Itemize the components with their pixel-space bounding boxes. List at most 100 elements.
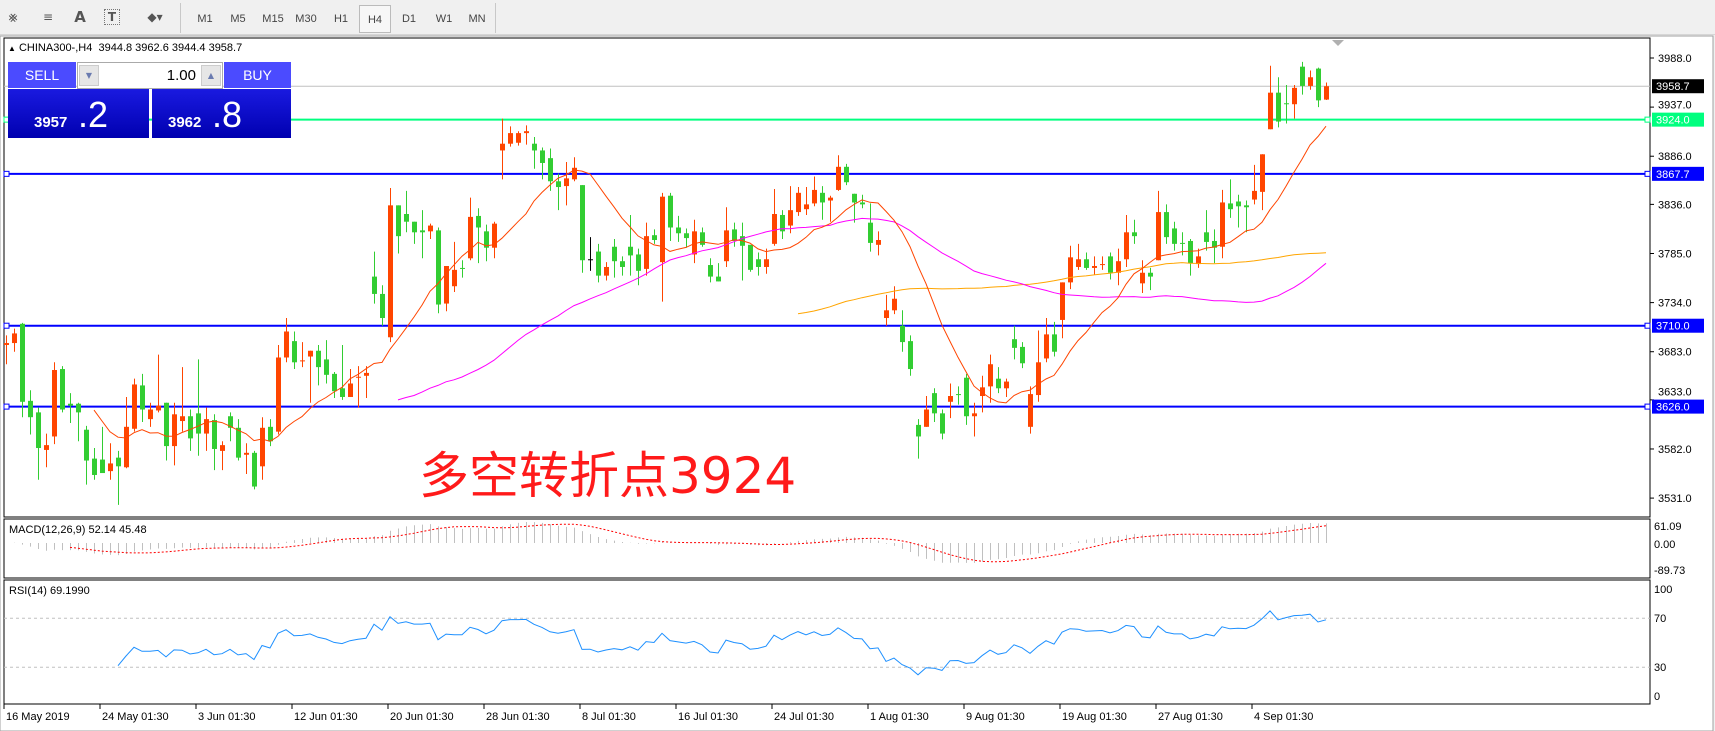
candle bbox=[260, 417, 265, 480]
level-price-label: 3626.0 bbox=[1656, 402, 1690, 414]
candle bbox=[1156, 190, 1161, 261]
candle-body bbox=[764, 259, 769, 267]
candle-body bbox=[172, 414, 177, 447]
candle-body bbox=[428, 225, 433, 232]
buy-button[interactable]: BUY bbox=[224, 62, 291, 89]
candle bbox=[204, 407, 209, 451]
candle bbox=[220, 441, 225, 471]
candle-body bbox=[76, 403, 81, 413]
lot-size-input[interactable] bbox=[100, 64, 200, 87]
candle bbox=[308, 350, 313, 403]
timeframe-m15[interactable]: M15 bbox=[262, 13, 284, 25]
candle-body bbox=[516, 133, 521, 143]
timeframe-w1[interactable]: W1 bbox=[435, 13, 453, 25]
candle bbox=[44, 433, 49, 468]
candle bbox=[996, 367, 1001, 394]
candle-body bbox=[1124, 232, 1129, 260]
candle-body bbox=[1308, 77, 1313, 86]
candle bbox=[1196, 248, 1201, 268]
candle-body bbox=[1100, 264, 1105, 266]
text-label-icon[interactable]: T bbox=[104, 9, 120, 25]
candle-body bbox=[188, 416, 193, 439]
candle bbox=[1188, 239, 1193, 276]
candle bbox=[156, 354, 161, 413]
candle bbox=[548, 148, 553, 191]
macd-axis-label: -89.73 bbox=[1654, 565, 1685, 577]
candle bbox=[876, 231, 881, 256]
time-axis-label: 3 Jun 01:30 bbox=[198, 711, 256, 723]
candle bbox=[556, 173, 561, 211]
candle bbox=[692, 219, 697, 264]
candle-body bbox=[700, 232, 705, 245]
elliott-wave-icon[interactable]: ⨳ bbox=[8, 8, 18, 26]
macd-axis-label: 61.09 bbox=[1654, 521, 1682, 533]
candle bbox=[676, 215, 681, 242]
increase-lot-button[interactable]: ▲ bbox=[201, 65, 221, 86]
candle-body bbox=[276, 357, 281, 432]
buy-price-button[interactable]: 3962 .8 bbox=[152, 89, 291, 138]
candle-body bbox=[100, 459, 105, 474]
time-axis-label: 12 Jun 01:30 bbox=[294, 711, 358, 723]
collapse-triangle-icon[interactable]: ▲ bbox=[8, 44, 16, 53]
candle bbox=[1076, 243, 1081, 270]
one-click-trading-panel: SELL ▼ ▲ BUY 3957 .2 3962 .8 bbox=[8, 62, 291, 138]
timeframe-m1[interactable]: M1 bbox=[197, 13, 213, 25]
candle bbox=[324, 340, 329, 384]
timeframe-mn[interactable]: MN bbox=[468, 13, 486, 25]
candle-body bbox=[628, 246, 633, 256]
candle bbox=[1020, 342, 1025, 369]
candle-body bbox=[1012, 339, 1017, 348]
symbol-label: CHINA300-,H4 bbox=[18, 42, 93, 54]
candle bbox=[1036, 330, 1041, 402]
candle-body bbox=[1260, 154, 1265, 192]
candle-body bbox=[44, 445, 49, 450]
chart-annotation-text: 多空转折点3924 bbox=[419, 447, 797, 505]
candle bbox=[68, 393, 73, 423]
timeframe-m30[interactable]: M30 bbox=[295, 13, 317, 25]
price-axis-label: 3937.0 bbox=[1658, 100, 1692, 112]
sell-price-main: 3957 bbox=[34, 114, 68, 131]
candle bbox=[652, 229, 657, 244]
candle-body bbox=[388, 205, 393, 338]
level-handle bbox=[3, 170, 10, 177]
candle bbox=[1012, 325, 1017, 360]
chart-header: ▲ CHINA300-,H4 3944.8 3962.6 3944.4 3958… bbox=[8, 42, 242, 54]
candle-body bbox=[756, 259, 761, 267]
candle-body bbox=[588, 259, 593, 261]
candle-body bbox=[1212, 240, 1217, 248]
timeframe-m5[interactable]: M5 bbox=[230, 13, 246, 25]
candle-body bbox=[564, 178, 569, 187]
candle bbox=[796, 187, 801, 216]
timeframe-h1[interactable]: H1 bbox=[333, 13, 349, 25]
fibonacci-icon[interactable]: ≡ bbox=[42, 10, 53, 24]
text-icon[interactable]: A bbox=[74, 8, 86, 26]
candle bbox=[340, 344, 345, 400]
candle bbox=[628, 214, 633, 276]
candle-body bbox=[988, 364, 993, 387]
candle bbox=[332, 371, 337, 398]
decrease-lot-button[interactable]: ▼ bbox=[79, 65, 99, 86]
rsi-pane bbox=[3, 579, 1651, 705]
timeframe-h4[interactable]: H4 bbox=[359, 5, 391, 33]
candle-body bbox=[556, 181, 561, 188]
candle-body bbox=[204, 419, 209, 434]
candle-body bbox=[812, 189, 817, 204]
candle bbox=[636, 248, 641, 286]
macd-axis-label: 0.00 bbox=[1654, 539, 1675, 551]
candle-body bbox=[436, 230, 441, 305]
candle-body bbox=[780, 214, 785, 232]
sell-button[interactable]: SELL bbox=[8, 62, 76, 89]
chart-shift-marker-icon bbox=[1332, 40, 1344, 46]
candle bbox=[100, 426, 105, 474]
price-axis-label: 3988.0 bbox=[1658, 53, 1692, 65]
candle-body bbox=[1204, 232, 1209, 242]
price-axis-label: 3582.0 bbox=[1658, 444, 1692, 456]
candle bbox=[84, 425, 89, 485]
arrows-dropdown-icon[interactable]: ◆▾ bbox=[147, 10, 163, 24]
candle bbox=[940, 409, 945, 440]
candle bbox=[532, 136, 537, 169]
timeframe-d1[interactable]: D1 bbox=[401, 13, 417, 25]
candle-body bbox=[540, 150, 545, 163]
sell-price-button[interactable]: 3957 .2 bbox=[8, 89, 149, 138]
